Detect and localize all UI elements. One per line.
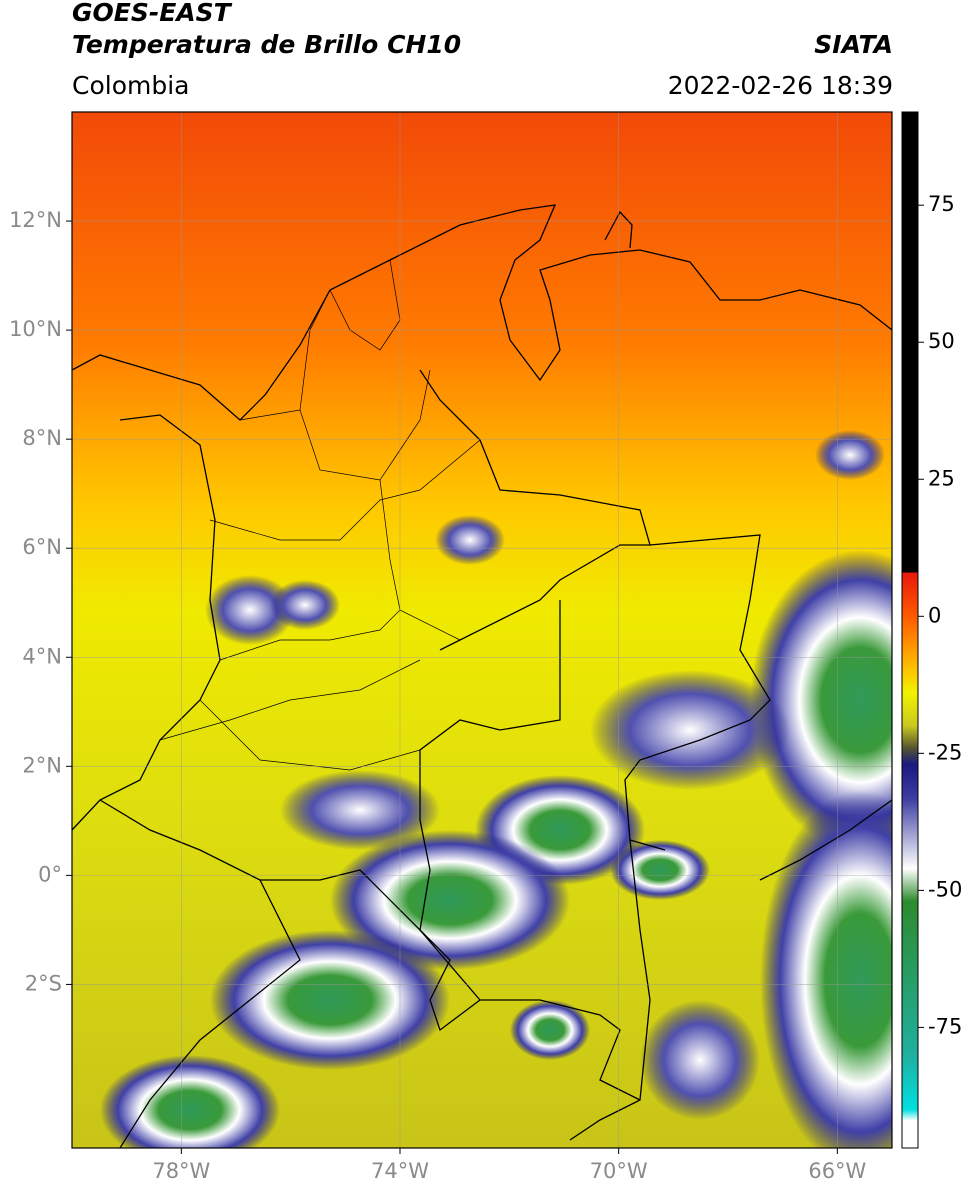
lat-tick-label: 4°N <box>22 644 62 668</box>
colorbar <box>901 111 919 1149</box>
datetime: 2022-02-26 18:39 <box>668 71 893 100</box>
colorbar-tick-label: -75 <box>928 1014 962 1038</box>
colorbar-tick-label: 75 <box>928 192 955 216</box>
colorbar-tick-label: -25 <box>928 740 962 764</box>
lat-tick-label: 0° <box>38 862 62 886</box>
colorbar-tick-label: 0 <box>928 603 941 627</box>
colorbar-tick-label: 25 <box>928 466 955 490</box>
satellite-image <box>72 112 892 1148</box>
lon-tick-label: 70°W <box>590 1159 648 1183</box>
lat-tick-label: 12°N <box>9 208 62 232</box>
lat-tick-label: 8°N <box>22 426 62 450</box>
lat-tick-label: 6°N <box>22 535 62 559</box>
satellite: GOES-EAST <box>72 0 233 27</box>
colorbar-tick-label: 50 <box>928 329 955 353</box>
lon-tick-label: 66°W <box>808 1159 866 1183</box>
lat-tick-label: 10°N <box>9 317 62 341</box>
lat-tick-label: 2°S <box>25 971 62 995</box>
lon-tick-label: 74°W <box>371 1159 429 1183</box>
colorbar-tick-label: -50 <box>928 877 962 901</box>
product: Temperatura de Brillo CH10 <box>72 30 461 59</box>
lat-tick-label: 2°N <box>22 753 62 777</box>
region: Colombia <box>72 71 189 100</box>
lon-tick-label: 78°W <box>152 1159 210 1183</box>
grid <box>72 112 892 1148</box>
map-frame <box>71 111 893 1149</box>
agency: SIATA <box>814 30 893 59</box>
